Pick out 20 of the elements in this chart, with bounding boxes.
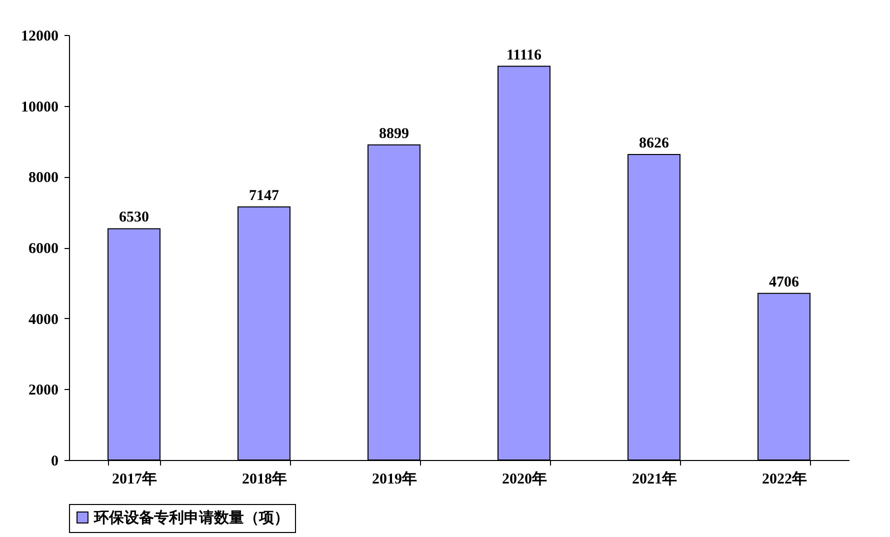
x-tick-label: 2017年 [112,470,157,488]
data-label: 4706 [769,274,800,290]
data-label: 8899 [379,126,409,142]
y-tick-label: 2000 [28,382,58,399]
x-tick-label: 2019年 [372,470,417,488]
y-tick-label: 0 [51,454,58,470]
x-tick-label: 2018年 [242,470,287,488]
x-tick-label: 2022年 [762,470,807,488]
y-tick-label: 4000 [28,312,58,328]
y-tick-label: 6000 [28,241,58,257]
data-label: 11116 [506,47,542,64]
y-tick-label: 12000 [21,28,58,44]
data-label: 8626 [639,135,670,152]
x-tick-label: 2020年 [502,470,547,488]
data-label: 6530 [119,210,149,226]
data-label: 7147 [249,188,280,204]
y-tick-label: 8000 [28,170,58,186]
y-tick-label: 10000 [21,99,58,116]
x-tick-label: 2021年 [632,470,677,488]
legend-label: 环保设备专利申请数量（项） [93,510,289,526]
